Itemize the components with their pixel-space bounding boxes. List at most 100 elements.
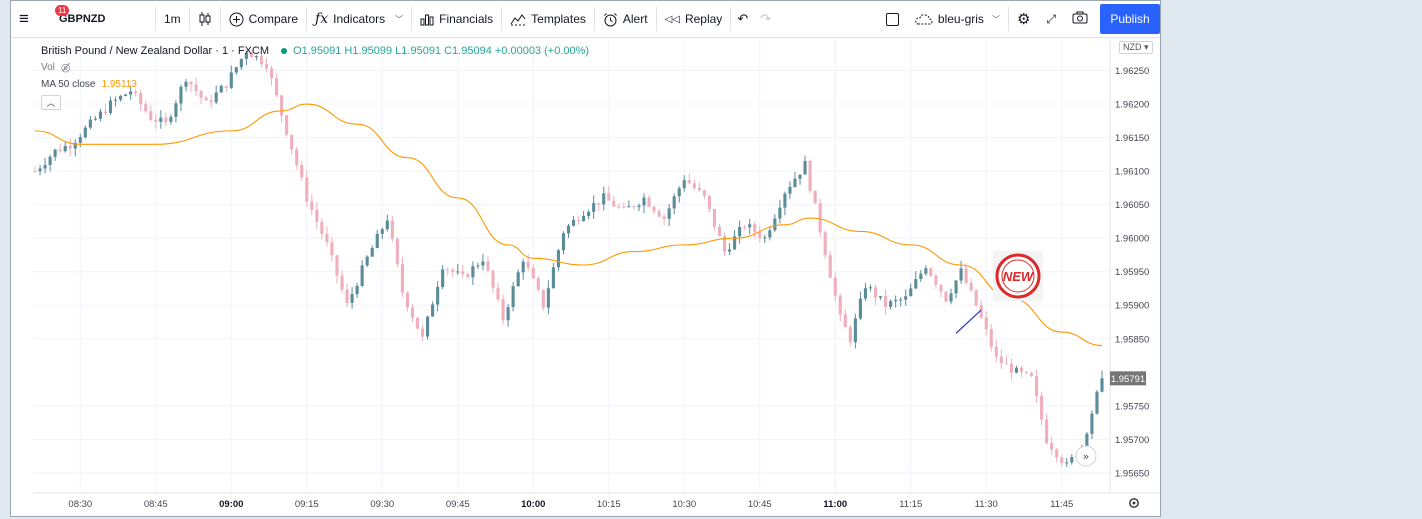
candle-body <box>652 206 656 212</box>
time-tick-label: 10:15 <box>597 499 621 510</box>
candle-body <box>426 316 430 337</box>
candle-body <box>702 190 706 196</box>
price-chart[interactable]: NEW » 1.95650 1.95700 1.95750 1.95850 1.9590… <box>11 1 1160 516</box>
replay-button[interactable]: ◁◁ Replay <box>657 1 731 37</box>
candle-body <box>48 156 52 166</box>
candle-body <box>1029 372 1034 377</box>
time-tick-label: 08:30 <box>68 499 92 510</box>
time-tick-label: 11:30 <box>975 499 998 510</box>
compare-button[interactable]: Compare <box>221 1 306 37</box>
candle-body <box>476 265 480 267</box>
candle-body <box>904 296 908 300</box>
eye-hidden-icon[interactable]: ◎̸ <box>60 62 71 74</box>
candle-body <box>919 273 923 280</box>
price-axis: 1.95650 1.95700 1.95750 1.95850 1.95900 1.959… <box>1115 66 1149 479</box>
chart-window: NEW » 1.95650 1.95700 1.95750 1.95850 1.9590… <box>10 0 1161 517</box>
redo-button[interactable]: ↷ <box>754 1 777 37</box>
candle-body <box>632 206 636 208</box>
scroll-to-realtime-button[interactable]: » <box>1075 445 1097 467</box>
chevron-down-icon: ﹀ <box>991 14 1000 24</box>
candle-body <box>758 232 762 238</box>
chart-type-button[interactable] <box>190 1 220 37</box>
candle-body <box>858 298 862 319</box>
ma-label[interactable]: MA 50 close <box>41 79 96 90</box>
candle-body <box>249 52 253 58</box>
alert-button[interactable]: Alert <box>595 1 656 37</box>
templates-button[interactable]: Templates <box>502 1 594 37</box>
candle-body <box>612 200 616 207</box>
candle-body <box>1009 363 1013 373</box>
price-tick-label: 1.95850 <box>1115 334 1149 345</box>
interval-selector[interactable]: 1m <box>156 1 189 37</box>
candle-body <box>627 206 631 208</box>
candle-body <box>103 111 108 114</box>
candle-body <box>456 271 460 273</box>
candle-body <box>541 289 545 308</box>
collapse-legend-button[interactable]: ︿ <box>41 95 61 110</box>
candle-body <box>385 220 389 230</box>
volume-label[interactable]: Vol <box>41 62 55 73</box>
candles-icon <box>199 12 211 26</box>
candle-body <box>733 236 737 250</box>
candle-body <box>924 268 928 274</box>
bar-chart-icon <box>420 13 434 26</box>
plus-circle-icon <box>229 12 244 27</box>
candle-body <box>134 91 138 94</box>
main-menu-button[interactable]: ≡ <box>11 1 51 37</box>
currency-selector[interactable]: NZD ▾ <box>1119 41 1153 54</box>
candle-body <box>149 111 153 120</box>
candle-body <box>622 206 626 208</box>
candle-body <box>753 224 757 233</box>
chart-settings-icon[interactable] <box>1129 498 1139 508</box>
templates-icon <box>510 13 526 26</box>
candle-body <box>738 227 742 237</box>
candle-body <box>571 219 576 226</box>
candle-body <box>461 271 465 275</box>
candle-body <box>1060 457 1064 464</box>
market-open-dot <box>281 47 288 54</box>
candle-body <box>848 327 852 343</box>
undo-icon: ↶ <box>737 11 749 26</box>
snapshot-button[interactable] <box>1064 1 1096 37</box>
time-tick-label: 10:30 <box>672 499 696 510</box>
candle-body <box>310 201 314 210</box>
candle-body <box>43 165 47 169</box>
layout-selector[interactable]: bleu-gris ﹀ <box>907 1 1008 37</box>
candle-body <box>194 84 198 92</box>
candle-body <box>894 299 898 302</box>
candle-body <box>214 92 218 103</box>
candle-body <box>577 219 581 222</box>
candle-body <box>868 287 873 289</box>
price-tick-label: 1.96100 <box>1115 167 1149 178</box>
candle-body <box>199 91 203 98</box>
publish-button[interactable]: Publish <box>1100 4 1160 34</box>
undo-button[interactable]: ↶ <box>731 1 754 37</box>
candle-body <box>93 118 97 120</box>
price-tick-label: 1.96050 <box>1115 200 1149 211</box>
candle-body <box>536 278 540 290</box>
candle-body <box>219 85 223 93</box>
candle-body <box>934 275 938 285</box>
instrument-title[interactable]: British Pound / New Zealand Dollar · 1 ·… <box>41 44 270 57</box>
candle-body <box>566 225 571 234</box>
settings-button[interactable]: ⚙ <box>1009 1 1038 37</box>
candle-body <box>667 208 671 219</box>
compare-label: Compare <box>248 12 299 26</box>
candle-body <box>833 277 837 296</box>
symbol-search[interactable]: GBPNZD <box>51 1 155 37</box>
fullscreen-layout-button[interactable] <box>878 1 907 37</box>
candle-body <box>1035 376 1039 396</box>
financials-button[interactable]: Financials <box>412 1 501 37</box>
candle-body <box>129 91 133 95</box>
indicators-button[interactable]: ƒx Indicators ﹀ <box>307 1 411 37</box>
fullscreen-button[interactable]: ⤢ <box>1038 1 1064 37</box>
price-tick-label: 1.96150 <box>1115 133 1149 144</box>
cloud-icon <box>915 13 933 25</box>
candle-body <box>269 68 274 79</box>
candle-body <box>964 268 968 283</box>
candle-series <box>33 50 1104 468</box>
candle-body <box>1100 378 1104 392</box>
candle-body <box>813 190 817 204</box>
candle-body <box>969 282 973 291</box>
candle-body <box>259 55 264 65</box>
